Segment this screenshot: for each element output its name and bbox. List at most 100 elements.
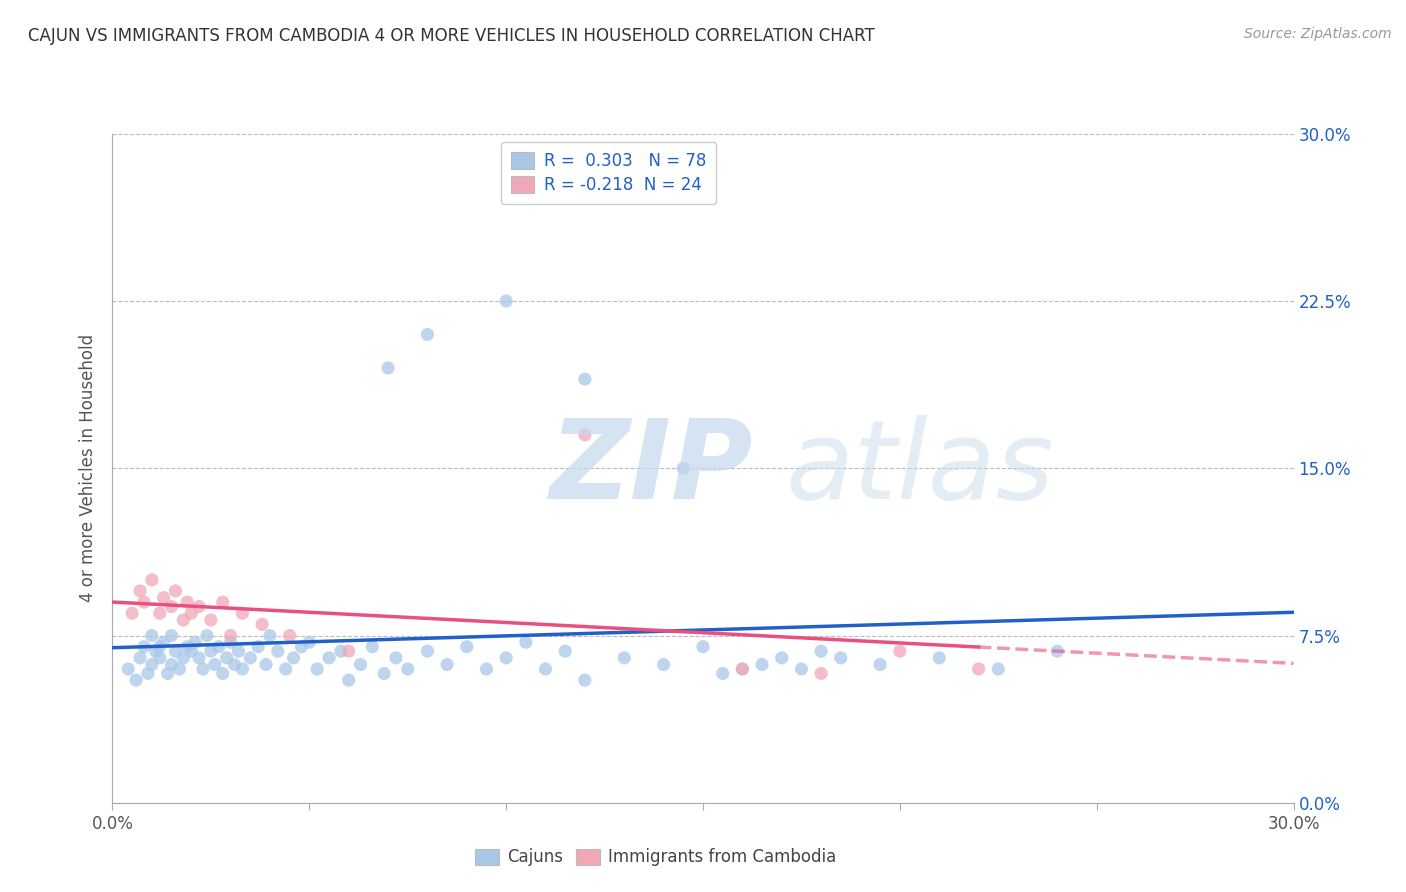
Point — [219, 628, 242, 642]
Point — [436, 657, 458, 672]
Point — [515, 635, 537, 649]
Point — [810, 666, 832, 681]
Point — [152, 591, 174, 605]
Point — [211, 666, 233, 681]
Point — [267, 644, 290, 658]
Point — [574, 372, 596, 386]
Point — [495, 651, 517, 665]
Point — [475, 662, 498, 676]
Point — [208, 640, 231, 654]
Y-axis label: 4 or more Vehicles in Household: 4 or more Vehicles in Household — [79, 334, 97, 602]
Point — [810, 644, 832, 658]
Point — [250, 617, 273, 632]
Point — [188, 651, 211, 665]
Point — [396, 662, 419, 676]
Point — [160, 628, 183, 642]
Point — [534, 662, 557, 676]
Point — [117, 662, 139, 676]
Point — [149, 640, 172, 654]
Point — [373, 666, 395, 681]
Point — [711, 666, 734, 681]
Point — [165, 644, 187, 658]
Point — [184, 635, 207, 649]
Point — [169, 662, 191, 676]
Point — [692, 640, 714, 654]
Point — [239, 651, 262, 665]
Point — [200, 613, 222, 627]
Point — [869, 657, 891, 672]
Point — [180, 607, 202, 621]
Point — [141, 657, 163, 672]
Point — [219, 635, 242, 649]
Point — [889, 644, 911, 658]
Point — [172, 651, 194, 665]
Point — [613, 651, 636, 665]
Point — [731, 662, 754, 676]
Point — [152, 635, 174, 649]
Point — [385, 651, 408, 665]
Point — [349, 657, 371, 672]
Point — [247, 640, 270, 654]
Point — [200, 644, 222, 658]
Text: atlas: atlas — [786, 415, 1054, 522]
Point — [259, 628, 281, 642]
Point — [329, 644, 352, 658]
Point — [283, 651, 305, 665]
Point — [136, 666, 159, 681]
Point — [224, 657, 246, 672]
Point — [416, 327, 439, 342]
Point — [145, 644, 167, 658]
Point — [361, 640, 384, 654]
Point — [172, 613, 194, 627]
Point — [141, 628, 163, 642]
Point — [228, 644, 250, 658]
Point — [191, 662, 214, 676]
Point — [290, 640, 312, 654]
Point — [318, 651, 340, 665]
Point — [188, 599, 211, 614]
Point — [160, 599, 183, 614]
Point — [231, 607, 253, 621]
Point — [337, 644, 360, 658]
Point — [731, 662, 754, 676]
Point — [377, 361, 399, 376]
Text: ZIP: ZIP — [550, 415, 754, 522]
Point — [195, 628, 218, 642]
Point — [495, 294, 517, 309]
Point — [1046, 644, 1069, 658]
Legend: Cajuns, Immigrants from Cambodia: Cajuns, Immigrants from Cambodia — [467, 840, 845, 875]
Point — [652, 657, 675, 672]
Point — [141, 573, 163, 587]
Point — [416, 644, 439, 658]
Point — [204, 657, 226, 672]
Point — [307, 662, 329, 676]
Text: Source: ZipAtlas.com: Source: ZipAtlas.com — [1244, 27, 1392, 41]
Point — [180, 644, 202, 658]
Point — [298, 635, 321, 649]
Point — [149, 651, 172, 665]
Point — [215, 651, 238, 665]
Point — [967, 662, 990, 676]
Point — [160, 657, 183, 672]
Point — [278, 628, 301, 642]
Point — [176, 640, 198, 654]
Point — [574, 428, 596, 442]
Point — [337, 673, 360, 688]
Point — [274, 662, 297, 676]
Point — [129, 651, 152, 665]
Text: CAJUN VS IMMIGRANTS FROM CAMBODIA 4 OR MORE VEHICLES IN HOUSEHOLD CORRELATION CH: CAJUN VS IMMIGRANTS FROM CAMBODIA 4 OR M… — [28, 27, 875, 45]
Point — [830, 651, 852, 665]
Point — [987, 662, 1010, 676]
Point — [176, 595, 198, 609]
Point — [211, 595, 233, 609]
Point — [554, 644, 576, 658]
Point — [751, 657, 773, 672]
Point — [121, 607, 143, 621]
Point — [574, 673, 596, 688]
Point — [770, 651, 793, 665]
Point — [165, 584, 187, 599]
Point — [790, 662, 813, 676]
Point — [456, 640, 478, 654]
Point — [132, 640, 155, 654]
Point — [672, 461, 695, 475]
